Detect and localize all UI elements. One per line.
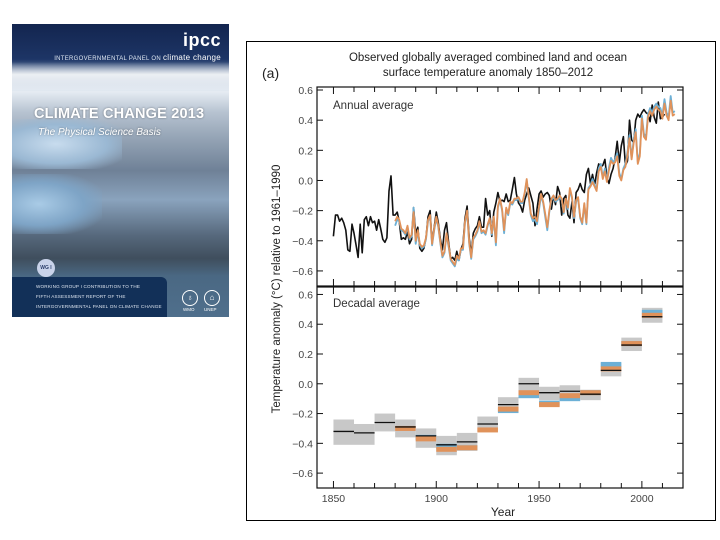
chart-title-line-2: surface temperature anomaly 1850–2012 — [383, 67, 593, 79]
decadal-bar-orange — [539, 402, 560, 408]
ipcc-logo: ipcc — [182, 30, 221, 50]
panel-annual-label: Annual average — [333, 100, 414, 112]
chart-title-line-1: Observed globally averaged combined land… — [349, 52, 627, 64]
y-tick-label: 0.0 — [298, 379, 313, 391]
decadal-bar-orange — [436, 446, 457, 452]
cover-title: CLIMATE CHANGE 2013 — [34, 106, 205, 122]
decadal-bar-orange — [518, 390, 540, 396]
decadal-uncertainty-band — [518, 377, 540, 392]
unep-label: UNEP — [204, 307, 217, 312]
report-cover-image: ipcc INTERGOVERNMENTAL PANEL ON climate … — [12, 24, 229, 317]
x-tick-label: 2000 — [630, 493, 654, 505]
cover-line-1: WORKING GROUP I CONTRIBUTION TO THE — [36, 284, 141, 289]
decadal-bar-orange — [559, 393, 581, 399]
decadal-uncertainty-band — [539, 386, 560, 401]
cover-line-3: INTERGOVERNMENTAL PANEL ON CLIMATE CHANG… — [36, 304, 162, 309]
x-tick-label: 1900 — [425, 493, 449, 505]
cover-clouds — [12, 62, 229, 90]
decadal-bar-orange — [621, 341, 642, 347]
plot-area-1 — [316, 86, 684, 287]
wmo-label: WMO — [183, 307, 195, 312]
decadal-bar-orange — [456, 445, 478, 451]
y-axis-label: Temperature anomaly (°C) relative to 196… — [271, 165, 283, 414]
y-tick-label: 0.4 — [298, 115, 313, 127]
series-line-dataset-orange — [394, 99, 676, 266]
plot-area-2 — [316, 286, 684, 489]
unep-logo-icon: ⌂ — [204, 290, 220, 306]
cover-bottom-band — [12, 277, 167, 317]
x-axis-label: Year — [491, 505, 515, 519]
y-tick-label: −0.2 — [292, 206, 313, 218]
decadal-bar-blue — [559, 396, 581, 402]
decadal-uncertainty-band — [333, 419, 355, 445]
y-tick-label: −0.4 — [292, 438, 313, 450]
cover-contribution-text: WORKING GROUP I CONTRIBUTION TO THE FIFT… — [36, 282, 166, 312]
decadal-bar-orange — [600, 366, 622, 372]
y-tick-label: −0.2 — [292, 409, 313, 421]
decadal-uncertainty-band — [354, 423, 375, 445]
cover-glacier-upper — [12, 119, 122, 169]
cover-subtitle: The Physical Science Basis — [38, 127, 161, 138]
y-tick-label: −0.6 — [292, 468, 313, 480]
panel-label: (a) — [262, 65, 279, 81]
wmo-logo-icon: ♁ — [182, 290, 198, 306]
panel-decadal-label: Decadal average — [333, 298, 420, 310]
decadal-bar-orange — [580, 390, 601, 396]
decadal-bar-orange — [477, 427, 498, 433]
series-line-dataset-black — [332, 101, 666, 262]
decadal-bar-blue — [641, 309, 663, 315]
y-tick-label: 0.6 — [298, 289, 313, 301]
decadal-bar-blue — [600, 361, 622, 367]
figure-frame-right — [715, 41, 716, 521]
decadal-bar-orange — [415, 436, 437, 442]
y-tick-label: 0.6 — [298, 85, 313, 97]
y-tick-label: 0.4 — [298, 319, 313, 331]
ipcc-fullname-suffix: climate change — [162, 53, 221, 62]
decadal-bar-orange — [395, 425, 416, 431]
x-tick-label: 1950 — [527, 493, 551, 505]
decadal-bar-orange — [641, 312, 663, 318]
cover-glacier-lower — [12, 174, 102, 234]
series-line-dataset-blue — [394, 95, 676, 268]
working-group-badge: WG I — [37, 259, 55, 277]
y-tick-label: 0.0 — [298, 175, 313, 187]
y-tick-label: 0.2 — [298, 145, 313, 157]
ipcc-fullname: INTERGOVERNMENTAL PANEL ON climate chang… — [54, 53, 221, 62]
y-tick-label: −0.6 — [292, 266, 313, 278]
figure-frame — [246, 41, 716, 521]
y-tick-label: −0.4 — [292, 236, 313, 248]
decadal-bar-blue — [436, 443, 457, 449]
decadal-bar-orange — [497, 406, 519, 412]
x-tick-label: 1850 — [322, 493, 346, 505]
decadal-bar-blue — [518, 393, 540, 399]
ipcc-fullname-prefix: INTERGOVERNMENTAL PANEL ON — [54, 56, 162, 62]
y-tick-label: 0.2 — [298, 349, 313, 361]
cover-line-2: FIFTH ASSESSMENT REPORT OF THE — [36, 294, 126, 299]
